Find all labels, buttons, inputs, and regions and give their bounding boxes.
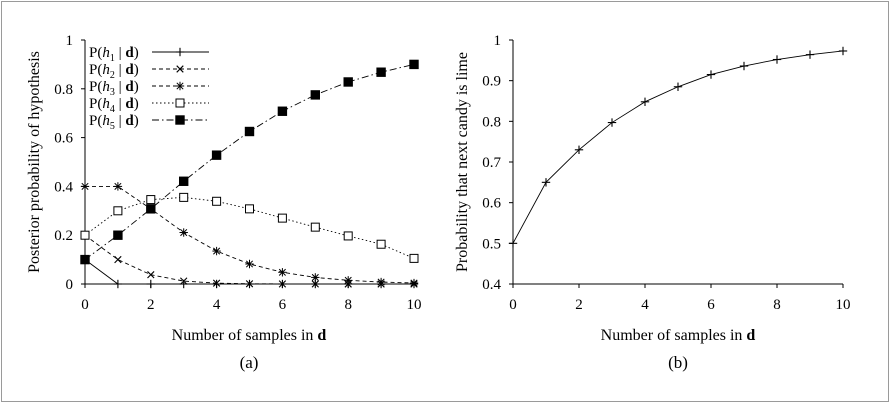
data-point: [180, 193, 188, 201]
data-point: [410, 279, 418, 287]
data-point: [377, 68, 385, 76]
y-tick-label: 0.7: [482, 155, 501, 171]
data-point: [674, 83, 682, 91]
data-point: [641, 98, 649, 106]
data-point: [245, 127, 253, 135]
data-point: [278, 268, 286, 276]
data-point: [278, 107, 286, 115]
x-tick-label: 4: [213, 297, 221, 313]
series-4: [81, 193, 418, 262]
data-point: [114, 231, 122, 239]
y-tick-label: 0.4: [54, 179, 73, 195]
x-tick-label: 2: [575, 297, 583, 313]
chart-a: 0 2 4 6 8 10 0 0.2 0.4 0.6 0.8 1 P(h1 | d)P(h2 | d…: [26, 33, 422, 372]
y-tick-label: 0.5: [482, 236, 501, 252]
chart-a-x-ticks: 0 2 4 6 8 10: [81, 284, 421, 313]
data-point: [344, 78, 352, 86]
data-point: [213, 197, 221, 205]
y-tick-label: 0.4: [482, 277, 501, 293]
data-point: [311, 91, 319, 99]
y-tick-label: 1: [66, 33, 74, 49]
x-tick-label: 10: [836, 297, 851, 313]
y-tick-label: 0.8: [482, 114, 501, 130]
legend-marker: [176, 116, 184, 124]
y-tick-label: 0.2: [54, 228, 73, 244]
data-point: [344, 276, 352, 284]
data-point: [410, 254, 418, 262]
data-point: [212, 151, 220, 159]
x-tick-label: 0: [81, 297, 89, 313]
data-point: [707, 70, 715, 78]
data-point: [773, 55, 781, 63]
chart-b-x-ticks: 0 2 4 6 8 10: [509, 284, 850, 313]
chart-a-x-axis-label: Number of samples in d: [172, 327, 327, 344]
data-point: [344, 232, 352, 240]
x-tick-label: 6: [707, 297, 715, 313]
chart-b: 0 2 4 6 8 10 0.4 0.5 0.6 0.7 0.8 0.9 1 Number of sa…: [454, 33, 851, 372]
series-line: [85, 235, 414, 284]
data-point: [212, 280, 220, 288]
chart-b-y-ticks: 0.4 0.5 0.6 0.7 0.8 0.9 1: [482, 33, 513, 293]
legend-entry: P(h5 | d): [89, 113, 209, 132]
data-point: [147, 280, 155, 288]
data-point: [180, 228, 188, 236]
data-point: [147, 205, 155, 213]
data-point: [246, 205, 254, 213]
legend-label: P(h5 | d): [89, 113, 139, 132]
data-point: [377, 278, 385, 286]
series-3: [81, 182, 418, 287]
data-point: [377, 240, 385, 248]
data-point: [311, 273, 319, 281]
data-point: [245, 260, 253, 268]
y-tick-label: 0.9: [482, 74, 501, 90]
data-point: [81, 255, 89, 263]
data-point: [114, 182, 122, 190]
series-line: [513, 51, 843, 243]
x-tick-label: 8: [344, 297, 352, 313]
y-tick-label: 0.6: [482, 196, 501, 212]
series-1: [509, 47, 847, 248]
x-tick-label: 2: [147, 297, 155, 313]
data-point: [740, 62, 748, 70]
y-tick-label: 0.8: [54, 82, 73, 98]
legend-marker: [176, 48, 184, 56]
data-point: [180, 177, 188, 185]
y-tick-label: 0.6: [54, 131, 73, 147]
data-point: [114, 280, 122, 288]
data-point: [410, 60, 418, 68]
data-point: [839, 47, 847, 55]
chart-a-caption: (a): [240, 353, 259, 372]
x-tick-label: 4: [641, 297, 649, 313]
data-point: [115, 256, 122, 263]
legend-marker: [176, 82, 184, 90]
chart-b-x-axis-label: Number of samples in d: [601, 327, 756, 344]
series-line: [85, 186, 414, 283]
data-point: [147, 196, 155, 204]
y-tick-label: 1: [494, 33, 502, 49]
chart-a-legend: P(h1 | d)P(h2 | d)P(h3 | d)P(h4 | d)P(h5…: [89, 45, 209, 132]
chart-b-caption: (b): [668, 353, 688, 372]
legend-marker: [176, 99, 184, 107]
chart-a-y-axis-label: Posterior probability of hypothesis: [26, 51, 43, 273]
data-point: [81, 231, 89, 239]
data-point: [509, 239, 517, 247]
chart-a-y-ticks: 0 0.2 0.4 0.6 0.8 1: [54, 33, 85, 293]
data-point: [311, 223, 319, 231]
data-point: [806, 50, 814, 58]
x-tick-label: 0: [509, 297, 517, 313]
data-point: [114, 207, 122, 215]
data-point: [81, 182, 89, 190]
x-tick-label: 6: [279, 297, 287, 313]
chart-b-series: [509, 47, 847, 248]
chart-b-y-axis-label: Probability that next candy is lime: [454, 52, 471, 272]
data-point: [212, 247, 220, 255]
x-tick-label: 8: [773, 297, 781, 313]
x-tick-label: 10: [407, 297, 422, 313]
y-tick-label: 0: [66, 277, 74, 293]
data-point: [278, 214, 286, 222]
